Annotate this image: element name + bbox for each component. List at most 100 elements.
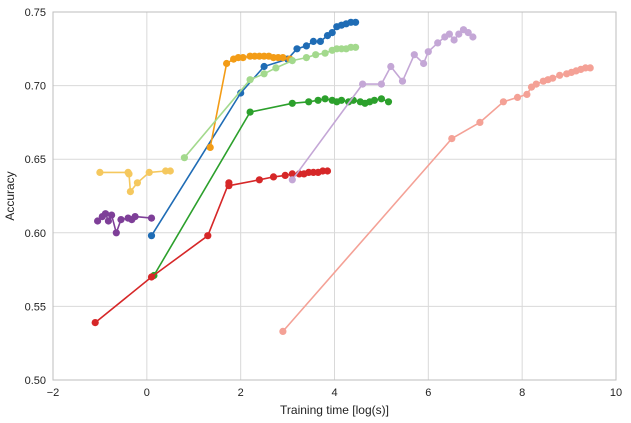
series-2 bbox=[96, 167, 174, 196]
series-1-point bbox=[94, 217, 102, 225]
series-8-point bbox=[445, 30, 453, 38]
x-tick-label: 6 bbox=[425, 387, 431, 399]
series-8-point bbox=[410, 51, 418, 59]
series-1-point bbox=[104, 217, 112, 225]
y-tick-label: 0.50 bbox=[25, 375, 46, 387]
y-axis-label: Accuracy bbox=[3, 171, 17, 220]
series-8-point bbox=[377, 80, 385, 88]
series-5 bbox=[180, 43, 360, 162]
series-6 bbox=[150, 95, 393, 280]
x-tick-label: 2 bbox=[238, 387, 244, 399]
series-7-point bbox=[269, 173, 278, 181]
series-9-line bbox=[282, 67, 591, 332]
series-1-point bbox=[108, 211, 116, 219]
series-8 bbox=[288, 26, 477, 184]
series-8-point bbox=[359, 80, 367, 88]
x-tick-label: 8 bbox=[519, 387, 525, 399]
series-7-point bbox=[281, 171, 289, 179]
series-2-point bbox=[133, 179, 141, 187]
series-5-point bbox=[180, 154, 188, 162]
series-5-point bbox=[321, 49, 329, 57]
series-8-point bbox=[450, 36, 458, 44]
series-5-point bbox=[260, 70, 268, 78]
series-6-point bbox=[288, 99, 296, 107]
series-3-point bbox=[316, 37, 324, 46]
series-1-point bbox=[131, 213, 139, 221]
series-8-line bbox=[291, 28, 474, 181]
series-8-point bbox=[455, 30, 463, 38]
series-7-point bbox=[147, 273, 156, 281]
y-tick-label: 0.65 bbox=[25, 154, 46, 166]
y-tick-label: 0.70 bbox=[25, 81, 46, 93]
series-layer bbox=[91, 18, 594, 335]
series-1-point bbox=[101, 210, 110, 218]
series-5-point bbox=[352, 43, 360, 51]
series-9-point bbox=[279, 327, 287, 335]
series-7-point bbox=[91, 319, 99, 327]
series-6-point bbox=[321, 95, 329, 103]
series-6-point bbox=[246, 108, 254, 116]
series-9-point bbox=[532, 80, 540, 88]
y-tick-label: 0.55 bbox=[25, 301, 46, 313]
x-tick-label: 0 bbox=[144, 387, 150, 399]
series-7-point bbox=[255, 176, 263, 184]
series-9-point bbox=[448, 135, 456, 143]
series-6-point bbox=[305, 98, 313, 106]
series-6-point bbox=[314, 96, 322, 104]
series-1-point bbox=[117, 216, 125, 224]
x-tick-label: 10 bbox=[610, 387, 622, 399]
series-9-point bbox=[513, 93, 522, 101]
series-9-point bbox=[476, 118, 484, 126]
series-8-point bbox=[424, 48, 432, 56]
series-4-point bbox=[206, 143, 214, 151]
x-tick-label: −2 bbox=[47, 387, 60, 399]
series-1-point bbox=[147, 214, 156, 222]
series-9-point bbox=[499, 98, 507, 106]
series-7-point bbox=[288, 170, 296, 178]
series-2-point bbox=[145, 168, 153, 176]
series-7 bbox=[91, 167, 332, 327]
series-3-point bbox=[293, 45, 301, 53]
series-2-point bbox=[125, 170, 133, 178]
series-8-point bbox=[387, 62, 395, 71]
series-4 bbox=[206, 52, 294, 151]
series-1 bbox=[94, 210, 156, 237]
series-2-point bbox=[126, 188, 134, 196]
series-8-point bbox=[420, 59, 428, 68]
series-2-point bbox=[166, 167, 174, 175]
series-3-point bbox=[352, 18, 360, 26]
series-8-point bbox=[464, 28, 472, 37]
series-3-point bbox=[309, 37, 317, 46]
series-9-point bbox=[556, 71, 564, 79]
series-9-point bbox=[586, 64, 594, 72]
series-2-point bbox=[96, 168, 104, 176]
series-3-point bbox=[328, 28, 336, 37]
series-8-point bbox=[398, 77, 407, 85]
series-3-point bbox=[260, 62, 268, 71]
series-4-point bbox=[239, 54, 247, 62]
series-9 bbox=[279, 64, 594, 335]
series-8-point bbox=[434, 39, 442, 47]
series-6-point bbox=[384, 98, 393, 106]
series-7-point bbox=[204, 232, 212, 240]
series-3-point bbox=[147, 232, 156, 240]
series-8-point bbox=[469, 33, 477, 41]
series-8-point bbox=[288, 176, 296, 184]
series-1-point bbox=[112, 229, 120, 237]
series-9-point bbox=[523, 90, 531, 98]
x-axis-label: Training time [log(s)] bbox=[280, 403, 389, 417]
plot-frame bbox=[52, 11, 617, 381]
tick-labels: −2 0 2 4 6 8 10 0.50 0.55 0.60 0.65 0.70 0.75 bbox=[25, 7, 623, 399]
series-5-point bbox=[302, 54, 310, 62]
series-6-point bbox=[337, 96, 346, 104]
series-6-point bbox=[370, 96, 378, 104]
series-4-point bbox=[223, 59, 231, 68]
series-3-point bbox=[237, 89, 245, 97]
series-5-point bbox=[288, 57, 296, 65]
series-7-point bbox=[323, 167, 332, 175]
grid bbox=[52, 11, 617, 381]
series-5-point bbox=[272, 64, 280, 72]
series-5-point bbox=[312, 51, 320, 59]
